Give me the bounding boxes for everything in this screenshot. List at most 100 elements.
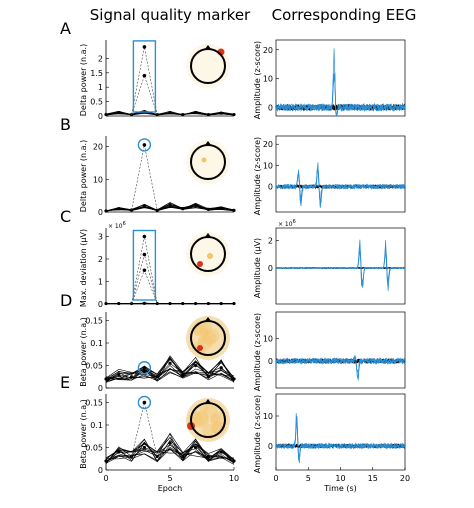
epoch-point [219,366,223,370]
epoch-point [168,110,172,115]
peak-connector [131,144,158,211]
x-tick-label: 5 [306,474,311,483]
x-axis-label: Epoch [158,484,183,493]
y-tick-label: 3 [98,233,103,242]
y-tick-label: 0 [98,384,103,393]
epoch-point [219,206,223,210]
head-nose [205,399,211,403]
y-tick-label: 20 [263,46,273,55]
epoch-point [232,377,236,381]
channel-line [105,433,235,462]
y-tick-label: 0 [268,103,273,112]
peak-connector [131,46,158,115]
x-tick-label: 5 [167,474,172,483]
eeg-axes-box [275,311,406,389]
epoch-point [181,372,185,377]
epoch-point [104,301,108,306]
x-tick-label: 0 [273,474,278,483]
y-tick-label: 0.05 [85,362,103,371]
epoch-point [142,204,146,208]
y-axis-label: Beta power (n.a.) [79,317,88,387]
right-column-title: Corresponding EEG [272,6,417,24]
y-axis-label: Delta power (n.a.) [79,44,88,116]
y-tick-label: 2 [268,236,273,245]
eeg-trace [276,248,406,292]
exponent-power: 6 [293,219,296,225]
topo-blob [198,336,207,345]
channel-line [105,443,235,461]
marker-panel-a: A 0 0.5 1 1.5 2 Delta power (n.a.) [60,19,236,121]
head-nose [205,233,211,237]
eeg-panel-e: 0 10 0 5 10 15 20 Time (s) Amplitude (z-score) [253,393,410,493]
topo-hotspot [197,345,203,351]
y-axis-label: Amplitude (z-score) [253,137,262,215]
topo-hotspot [201,157,207,163]
x-tick-label: 15 [368,474,378,483]
peak-point [142,268,147,273]
peak-point [142,365,147,370]
peak-connector [131,269,158,304]
y-tick-label: 1 [98,278,103,287]
y-axis-label: Amplitude (z-score) [253,41,262,119]
epoch-point [155,375,159,379]
panel-letter: A [60,19,71,38]
eeg-trace [275,73,406,117]
peak-point [142,234,147,239]
y-tick-label: 20 [263,140,273,149]
epoch-point [219,450,223,454]
eeg-trace [275,239,406,289]
y-tick-label: 1 [98,83,103,92]
epoch-point [194,445,198,450]
eeg-trace [275,162,406,206]
y-axis-label: Max. deviation (μV) [79,229,88,307]
marker-panel-e: E 0 0.05 0.1 0.15 0 5 10 Epoch Beta power (n.a.) [60,373,239,493]
epoch-point [206,112,210,117]
epoch-point [168,203,172,207]
y-tick-label: 20 [93,143,103,152]
topo-blob [202,331,217,346]
epoch-point [194,301,198,306]
x-axis-label: Time (s) [323,484,357,493]
topo-blob [199,321,213,335]
epoch-point [168,301,172,306]
topo-background [186,316,230,360]
topo-blob [210,412,225,427]
left-column-title: Signal quality marker [90,6,251,24]
epoch-point [117,372,121,377]
y-axis-label: Amplitude (μV) [253,238,262,298]
channel-line [105,439,235,464]
channel-line [105,202,235,212]
topo-blob [193,410,209,426]
y-tick-label: 0 [98,300,103,309]
topo-blob [193,412,209,429]
topo-hotspot [207,253,213,259]
channel-line [105,367,235,381]
y-tick-label: 0 [268,357,273,366]
topo-background [186,398,230,442]
epoch-point [181,112,185,117]
topo-blob [202,423,218,439]
epoch-point [206,454,210,459]
y-tick-label: 10 [263,335,273,344]
y-axis-label: Amplitude (z-score) [253,395,262,473]
highlight-box [132,40,157,113]
channel-line [105,369,235,381]
panel-letter: D [60,291,72,310]
epoch-point [117,207,121,211]
panel-letter: C [60,207,71,226]
channel-line [105,432,235,463]
head-nose [205,141,211,145]
eeg-trace [275,166,406,206]
highlight-circle [137,361,152,375]
y-tick-label: 0 [98,208,103,217]
marker-panel-b: B 0 10 20 Delta power (n.a.) [60,115,236,217]
x-tick-label: 20 [400,474,410,483]
epoch-point [219,111,223,115]
exponent-label: × 106 [108,221,126,230]
peak-connector [131,253,158,304]
channel-line [105,359,235,383]
epoch-point [232,208,236,212]
